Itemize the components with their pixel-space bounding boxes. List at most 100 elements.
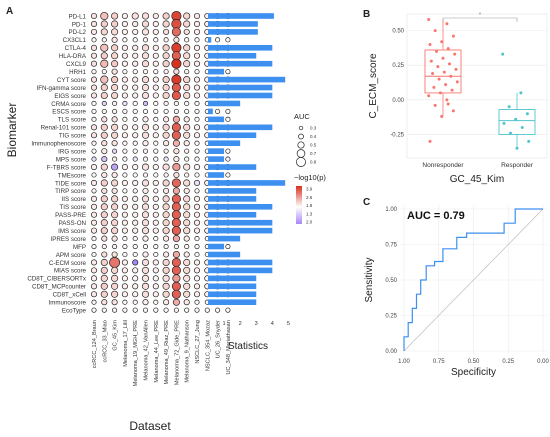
data-point <box>454 67 458 71</box>
statistics-bar <box>208 291 257 298</box>
x-tick-label: UC_26_Snyder <box>216 320 222 358</box>
heatmap-dot <box>163 108 169 114</box>
heatmap-dot <box>194 156 200 162</box>
heatmap-dot <box>225 172 231 178</box>
heatmap-dot <box>162 203 170 211</box>
x-axis-title: Dataset <box>129 419 171 433</box>
y-tick-label: APM score <box>56 252 87 259</box>
size-legend-label: 0.5 <box>310 143 317 148</box>
y-tick-label: PD-1 <box>72 21 87 28</box>
heatmap-dot <box>163 307 169 313</box>
heatmap-dot <box>183 299 190 306</box>
data-point <box>429 59 433 63</box>
size-legend-label: 0.8 <box>310 160 317 165</box>
heatmap-dot <box>132 307 138 313</box>
heatmap-dot <box>183 235 190 242</box>
heatmap-dot <box>163 100 169 107</box>
heatmap-dot <box>111 68 118 75</box>
heatmap-dot <box>132 203 139 210</box>
heatmap-dot <box>193 132 201 139</box>
statistics-bar <box>208 267 273 274</box>
y-tick-label: PD-L2 <box>68 29 86 36</box>
heatmap-dot <box>101 108 107 114</box>
heatmap-dot <box>121 12 128 20</box>
heatmap-dot <box>132 299 138 305</box>
heatmap-dot <box>111 116 118 123</box>
statistics-bar <box>208 45 273 51</box>
heatmap-dot <box>162 12 170 20</box>
y-tick-label: 0.00 <box>385 349 397 355</box>
statistics-bar <box>208 100 241 107</box>
heatmap-dot <box>121 211 128 218</box>
heatmap-dot <box>91 172 97 178</box>
heatmap-dot <box>183 140 190 147</box>
heatmap-dot <box>101 140 108 147</box>
color-legend-title: −log10(p) <box>294 173 326 182</box>
panel-label-b: B <box>363 9 370 20</box>
heatmap-dot <box>142 187 149 194</box>
data-point <box>441 56 445 60</box>
heatmap-dot <box>122 172 128 178</box>
heatmap-dot <box>141 227 150 235</box>
heatmap-dot <box>173 100 179 107</box>
y-tick-label: C-ECM score <box>49 260 87 267</box>
size-legend-label: 0.7 <box>310 151 317 156</box>
roc-curve <box>403 208 543 351</box>
heatmap-dot <box>90 12 98 20</box>
heatmap-dot <box>171 83 181 93</box>
heatmap-dot <box>183 91 191 100</box>
heatmap-dot <box>183 219 191 227</box>
statistics-bar <box>208 259 273 266</box>
heatmap-dot <box>152 44 159 51</box>
heatmap-dot <box>183 12 191 20</box>
heatmap-dot <box>194 299 200 305</box>
color-legend-tick: 3.9 <box>306 187 313 192</box>
heatmap-dot <box>193 219 201 226</box>
size-legend-title: AUC <box>294 112 310 121</box>
x-tick-label: Responder <box>501 162 534 169</box>
heatmap-dot <box>163 148 169 154</box>
size-legend-label: 0.4 <box>310 134 317 139</box>
heatmap-dot <box>111 274 119 282</box>
heatmap-dot <box>152 20 159 28</box>
heatmap-dot <box>132 69 138 75</box>
heatmap-dot <box>152 84 159 91</box>
x-axis-title: GC_45_Kim <box>450 174 504 185</box>
data-point <box>507 105 511 109</box>
heatmap-dot <box>193 227 201 234</box>
heatmap-dot <box>132 291 139 298</box>
statistics-bar <box>208 60 273 67</box>
heatmap-dot <box>215 37 221 43</box>
heatmap-dot <box>141 20 150 28</box>
statistics-bar <box>208 219 273 226</box>
heatmap-dot <box>90 195 98 202</box>
heatmap-dot <box>142 100 149 107</box>
heatmap-dot <box>142 148 149 154</box>
statistics-bar <box>208 164 257 170</box>
heatmap-dot <box>101 148 108 155</box>
heatmap-dot <box>132 148 138 154</box>
heatmap-dot <box>121 227 128 234</box>
data-point <box>433 29 437 33</box>
statistics-bar <box>208 76 286 83</box>
heatmap-dot <box>101 171 108 179</box>
heatmap-dot <box>194 244 200 250</box>
data-point <box>431 72 435 76</box>
heatmap-dot <box>152 283 159 290</box>
heatmap-dot <box>132 60 139 67</box>
heatmap-dot <box>225 148 231 154</box>
heatmap-dot <box>163 299 170 306</box>
data-point <box>451 34 455 38</box>
y-tick-label: EIGS score <box>54 93 86 100</box>
heatmap-dot <box>193 20 201 28</box>
heatmap-dot <box>122 148 128 154</box>
statistics-bar <box>208 243 225 250</box>
heatmap-dot <box>121 92 128 99</box>
heatmap-dot <box>90 179 98 187</box>
heatmap-dot <box>121 195 128 202</box>
heatmap-dot <box>153 148 159 154</box>
heatmap-dot <box>173 156 180 163</box>
heatmap-dot <box>121 60 128 67</box>
heatmap-dot <box>172 298 180 306</box>
statistics-bar <box>208 283 257 290</box>
